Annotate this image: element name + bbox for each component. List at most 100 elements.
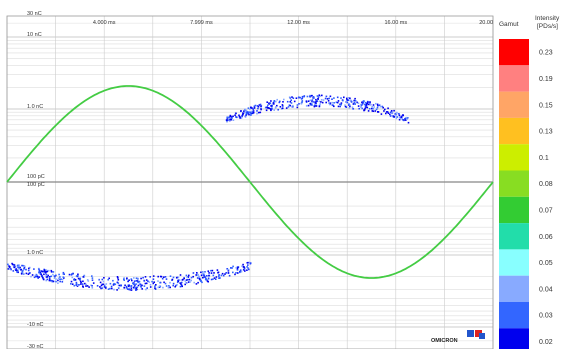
scatter-point [293, 100, 296, 103]
scatter-point [269, 102, 271, 104]
scatter-point [270, 107, 273, 109]
scatter-point [318, 105, 321, 108]
sine-line [6, 85, 494, 279]
scatter-point [143, 285, 146, 287]
scatter-point [117, 282, 120, 284]
scatter-point [227, 117, 230, 120]
legend-swatch [499, 39, 529, 66]
scatter-point [15, 269, 17, 271]
scatter-point [239, 117, 241, 119]
scatter-point [361, 101, 363, 104]
scatter-point [307, 100, 310, 102]
scatter-point [152, 278, 155, 280]
scatter-point [23, 268, 25, 270]
scatter-point [311, 100, 313, 102]
scatter-point [396, 116, 398, 118]
scatter-point [310, 103, 313, 106]
scatter-point [365, 105, 367, 107]
scatter-point [231, 267, 233, 269]
scatter-point [348, 104, 350, 106]
scatter-point [53, 275, 56, 277]
scatter-point [62, 273, 64, 275]
scatter-point [344, 104, 346, 106]
scatter-point [149, 276, 151, 278]
scatter-point [360, 105, 362, 108]
scatter-point [59, 278, 61, 281]
x-tick-label: 12.00 ms [287, 20, 310, 26]
scatter-point [239, 271, 241, 274]
scatter-point [357, 102, 360, 104]
scatter-point [221, 272, 224, 275]
scatter-point [118, 284, 121, 287]
scatter-point [117, 277, 119, 279]
scatter-point [313, 101, 315, 103]
scatter-point [91, 277, 94, 279]
scatter-point [11, 263, 14, 266]
scatter-point [18, 264, 20, 267]
scatter-point [290, 102, 293, 104]
scatter-point [135, 289, 137, 291]
scatter-point [16, 271, 18, 273]
scatter-point [266, 107, 269, 109]
scatter-point [340, 103, 342, 106]
scatter-point [140, 277, 142, 280]
scatter-point [84, 282, 86, 285]
scatter-point [136, 280, 139, 282]
scatter-point [349, 105, 351, 108]
scatter-point [364, 107, 366, 110]
scatter-point [185, 282, 187, 284]
scatter-point [169, 275, 172, 277]
scatter-point [105, 283, 108, 285]
scatter-point [21, 264, 23, 267]
scatter-point [226, 268, 228, 270]
scatter-point [141, 284, 143, 287]
scatter-point [362, 100, 365, 102]
scatter-point [207, 270, 210, 272]
y-tick-label: -30 nC [27, 344, 44, 349]
scatter-point [196, 272, 198, 274]
scatter-point [246, 266, 248, 268]
legend-value: 0.05 [539, 260, 553, 267]
scatter-point [393, 115, 396, 118]
scatter-point [208, 272, 210, 274]
scatter-point [189, 281, 191, 283]
scatter-point [185, 279, 188, 281]
legend-swatch [499, 144, 529, 171]
scatter-point [172, 284, 174, 287]
scatter-point [251, 111, 254, 114]
scatter-point [369, 103, 371, 106]
scatter-point [128, 279, 130, 281]
scatter-point [340, 102, 343, 104]
scatter-point [369, 101, 371, 103]
scatter-point [275, 100, 277, 103]
scatter-point [59, 276, 61, 278]
scatter-point [364, 101, 367, 104]
scatter-point [144, 282, 147, 285]
legend-swatch [499, 91, 529, 118]
scatter-point [137, 278, 139, 280]
scatter-point [236, 269, 239, 271]
scatter-point [227, 119, 229, 121]
scatter-point [180, 284, 183, 286]
legend-subtitle: Intensity [535, 15, 560, 22]
scatter-point [210, 278, 213, 281]
scatter-point [176, 284, 178, 286]
scatter-point [195, 274, 197, 276]
scatter-point [58, 273, 60, 276]
scatter-point [363, 108, 366, 111]
scatter-point [216, 269, 219, 271]
scatter-point [316, 95, 319, 97]
scatter-point [34, 274, 37, 277]
scatter-point [311, 94, 313, 97]
scatter-point [279, 106, 282, 108]
scatter-point [252, 110, 255, 112]
scatter-point [333, 97, 335, 99]
scatter-point [132, 286, 135, 289]
y-tick-label: 1.0 nC [27, 250, 43, 256]
scatter-point [269, 108, 272, 110]
scatter-point [339, 103, 341, 106]
scatter-point [117, 284, 120, 287]
scatter-point [392, 115, 395, 117]
scatter-point [164, 282, 167, 285]
scatter-point [35, 274, 38, 276]
